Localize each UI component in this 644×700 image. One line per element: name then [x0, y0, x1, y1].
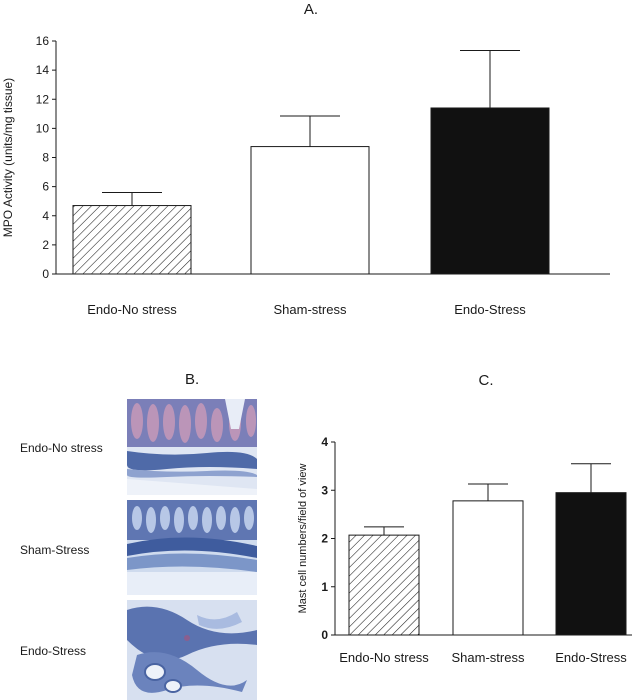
chart-a-y-tick-label: 0 [42, 267, 49, 281]
micrograph-endo-stress [127, 600, 257, 700]
chart-a-y-tick-label: 4 [42, 209, 49, 223]
chart-a-y-tick-label: 8 [42, 151, 49, 165]
chart-c-y-tick-label: 4 [321, 435, 328, 449]
chart-a-y-tick-label: 14 [36, 63, 50, 77]
micrograph-row-label-2: Sham-Stress [20, 543, 90, 557]
chart-a-category-label: Endo-Stress [454, 302, 526, 317]
chart-c-category-label: Endo-Stress [555, 650, 627, 665]
chart-a-category-label: Endo-No stress [87, 302, 177, 317]
chart-a: A. 0 2 4 6 8 10 12 14 16 MPO Activity (units/mg ti… [1, 1, 610, 317]
chart-c-y-tick-label: 1 [321, 580, 328, 594]
chart-c-bar [555, 492, 627, 636]
chart-a-y-tick-label: 10 [36, 121, 50, 135]
chart-a-category-label: Sham-stress [274, 302, 347, 317]
chart-c-bar [452, 500, 524, 636]
chart-c-y-axis-label: Mast cell numbers/field of view [297, 464, 309, 614]
micrograph-sham-stress [127, 500, 257, 595]
chart-a-bar [250, 146, 370, 275]
chart-a-y-tick-label: 2 [42, 238, 49, 252]
chart-c-category-label: Endo-No stress [339, 650, 429, 665]
panel-b-label: B. [185, 371, 200, 388]
chart-c-y-tick-label: 0 [321, 628, 328, 642]
chart-a-bar [72, 205, 192, 275]
chart-c-category-label: Sham-stress [452, 650, 525, 665]
chart-c-panel-label: C. [479, 372, 494, 389]
chart-a-y-tick-label: 16 [36, 34, 50, 48]
chart-a-y-tick-label: 12 [36, 92, 50, 106]
chart-a-bar [430, 107, 550, 275]
chart-c: C. 0 1 2 3 4 Mast cell numbers/field of view En… [297, 372, 632, 665]
chart-c-bar [348, 534, 420, 636]
chart-c-y-tick-label: 3 [321, 483, 328, 497]
micrograph-endo-no-stress [127, 399, 257, 495]
chart-c-y-tick-label: 2 [321, 532, 328, 546]
micrograph-row-label-3: Endo-Stress [20, 644, 87, 658]
micrograph-row-label-1: Endo-No stress [20, 441, 103, 455]
chart-a-y-tick-label: 6 [42, 180, 49, 194]
chart-a-panel-label: A. [304, 1, 318, 18]
chart-a-y-axis-label: MPO Activity (units/mg tissue) [1, 78, 15, 237]
